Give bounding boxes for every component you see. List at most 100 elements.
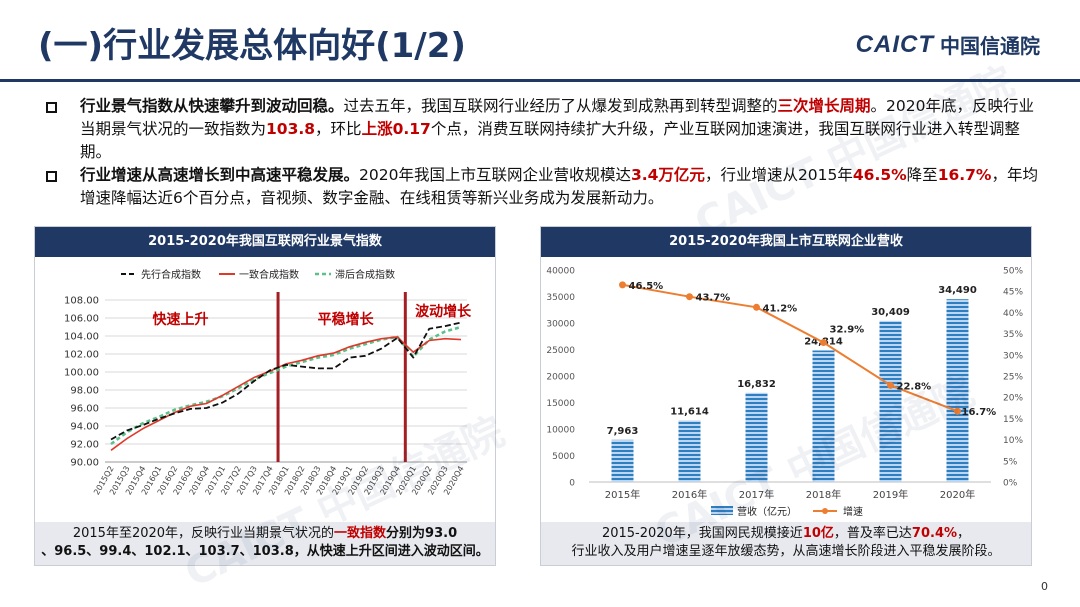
series-line-lead <box>110 321 462 441</box>
revenue-bar-label: 7,963 <box>607 426 639 437</box>
bullet-text: ，年均增速降幅达近6个百分点，音视频、数字金融、在线租赁等新兴业务成为发展新动力… <box>80 166 1038 207</box>
y2-tick-label: 45% <box>1003 288 1023 298</box>
y-tick-label: 100.00 <box>64 368 99 379</box>
caption-text: 2015年至2020年，反映行业当期景气状况的 <box>72 526 335 541</box>
legend-revenue-swatch <box>711 506 733 515</box>
y-tick-label: 104.00 <box>64 332 99 343</box>
growth-point-label: 32.9% <box>830 325 865 336</box>
y-tick-label: 5000 <box>552 452 575 462</box>
growth-line <box>622 283 958 413</box>
caption-highlight: 70.4% <box>911 526 958 541</box>
square-bullet-icon <box>46 171 57 182</box>
legend-lead-label: 先行合成指数 <box>141 268 201 281</box>
revenue-chart-title: 2015-2020年我国上市互联网企业营收 <box>541 227 1031 257</box>
y-tick-label: 10000 <box>546 426 575 436</box>
y-tick-label: 106.00 <box>64 314 99 325</box>
y-tick-label: 35000 <box>546 293 575 303</box>
bullet-text: 个点，消费互联网持续扩大升级，产业互联网加速演进，我国互联网行业进入转型调整期。 <box>80 120 1020 161</box>
revenue-chart-panel: 2015-2020年我国上市互联网企业营收 0 5000 10000 15000 200… <box>540 226 1032 566</box>
index-chart-caption: 2015年至2020年，反映行业当期景气状况的一致指数分别为93.0 、96.5… <box>35 522 495 565</box>
y-tick-label: 0 <box>569 479 575 489</box>
revenue-bar-label: 34,490 <box>938 285 977 296</box>
bullet-lead: 行业增速从高速增长到中高速平稳发展。 <box>80 166 360 184</box>
caption-highlight: 一致指数 <box>334 526 387 541</box>
caption-highlight: 10亿 <box>802 526 834 541</box>
y2-tick-label: 0% <box>1003 479 1018 489</box>
legend-lag-label: 滞后合成指数 <box>335 268 395 281</box>
bullet-text: 2020年我国上市互联网企业营收规模达 <box>359 166 631 184</box>
legend-growth-marker <box>822 508 828 514</box>
growth-point-label: 43.7% <box>696 293 731 304</box>
caption-text: ， <box>957 526 971 541</box>
y-tick-label: 98.00 <box>70 386 99 397</box>
revenue-bar-label: 16,832 <box>737 379 776 390</box>
x-tick-label: 2018年 <box>806 488 841 501</box>
y-tick-label: 108.00 <box>64 296 99 307</box>
bullet-highlight: 103.8 <box>266 120 316 138</box>
caption-text: 、96.5、99.4、102.1、103.7、103.8，从快速上升区间进入波动… <box>41 544 489 559</box>
bullet-item-growth: 行业增速从高速增长到中高速平稳发展。2020年我国上市互联网企业营收规模达3.4… <box>44 164 1044 210</box>
bullet-text: 降至 <box>906 166 938 184</box>
bullet-item-index: 行业景气指数从快速攀升到波动回稳。过去五年，我国互联网行业经历了从爆发到成熟再到… <box>44 95 1044 164</box>
growth-point-label: 22.8% <box>897 381 932 392</box>
bullet-text: 。2020年底，反映行业当期景气状况的一致指数为 <box>80 97 1034 138</box>
y-tick-label: 96.00 <box>70 404 99 415</box>
caption-text: 2015-2020年，我国网民规模接近 <box>601 526 803 541</box>
y-tick-label: 102.00 <box>64 350 99 361</box>
bullet-highlight: 上涨0.17 <box>361 120 431 138</box>
index-chart-title: 2015-2020年我国互联网行业景气指数 <box>35 227 495 257</box>
bullet-text: 过去五年，我国互联网行业经历了从爆发到成熟再到转型调整的 <box>343 97 778 115</box>
caict-logo: CAICT 中国信通院 <box>856 30 1040 59</box>
index-chart-panel: 2015-2020年我国互联网行业景气指数 90.00 92.00 94.00 96.… <box>34 226 496 566</box>
bullet-highlight: 46.5% <box>852 166 907 184</box>
revenue-bar-label: 30,409 <box>871 307 910 318</box>
bullet-text: ，环比 <box>315 120 362 138</box>
revenue-bar <box>879 320 902 482</box>
y2-tick-label: 40% <box>1003 309 1023 319</box>
y-tick-label: 30000 <box>546 320 575 330</box>
y2-tick-label: 30% <box>1003 351 1023 361</box>
caption-text: 行业收入及用户增速呈逐年放缓态势，从高速增长阶段进入平稳发展阶段。 <box>571 544 1001 559</box>
page-number: 0 <box>1041 580 1048 593</box>
growth-point <box>887 381 894 389</box>
revenue-bar <box>946 299 969 482</box>
x-tick-label: 2017年 <box>739 488 774 501</box>
phase-label: 平稳增长 <box>318 311 375 328</box>
bullet-highlight: 三次增长周期 <box>777 97 871 115</box>
x-tick-label: 2015年 <box>605 488 640 501</box>
bullet-list: 行业景气指数从快速攀升到波动回稳。过去五年，我国互联网行业经历了从爆发到成熟再到… <box>44 95 1044 210</box>
index-line-chart: 90.00 92.00 94.00 96.00 98.00 100.00 102.00 104… <box>64 268 472 496</box>
header-divider <box>0 79 1080 82</box>
y-tick-label: 20000 <box>546 373 575 383</box>
legend-coincident-label: 一致合成指数 <box>239 268 299 281</box>
y2-tick-label: 5% <box>1003 457 1018 467</box>
revenue-bar <box>745 392 768 482</box>
y2-tick-label: 25% <box>1003 373 1023 383</box>
logo-chinese-name: 中国信通院 <box>940 34 1040 58</box>
revenue-chart-caption: 2015-2020年，我国网民规模接近10亿，普及率已达70.4%， 行业收入及… <box>541 522 1031 565</box>
revenue-bar-label: 11,614 <box>670 406 709 417</box>
revenue-bar <box>678 420 701 482</box>
bullet-text: ，行业增速从2015年 <box>704 166 853 184</box>
legend-revenue-label: 营收（亿元） <box>737 505 797 518</box>
bullet-highlight: 3.4万亿元 <box>630 166 705 184</box>
revenue-bar <box>611 439 634 482</box>
y2-tick-label: 50% <box>1003 267 1023 277</box>
phase-label: 波动增长 <box>415 303 472 320</box>
bullet-lead: 行业景气指数从快速攀升到波动回稳。 <box>80 97 344 115</box>
growth-point <box>753 303 760 311</box>
logo-mark: CAICT <box>855 30 934 58</box>
y-tick-label: 25000 <box>546 346 575 356</box>
y-tick-label: 90.00 <box>70 458 99 469</box>
legend-growth-label: 增速 <box>843 505 863 518</box>
page-title: (一)行业发展总体向好(1/2) <box>38 26 466 66</box>
revenue-bar-chart: 0 5000 10000 15000 20000 25000 30000 35000 40000… <box>546 267 1023 519</box>
y2-tick-label: 20% <box>1003 394 1023 404</box>
y-tick-label: 15000 <box>546 399 575 409</box>
y-tick-label: 94.00 <box>70 422 99 433</box>
growth-point <box>954 407 961 415</box>
caption-text: ，普及率已达 <box>833 526 912 541</box>
y-tick-label: 40000 <box>546 267 575 277</box>
y-tick-label: 92.00 <box>70 440 99 451</box>
x-tick-label: 2019年 <box>873 488 908 501</box>
